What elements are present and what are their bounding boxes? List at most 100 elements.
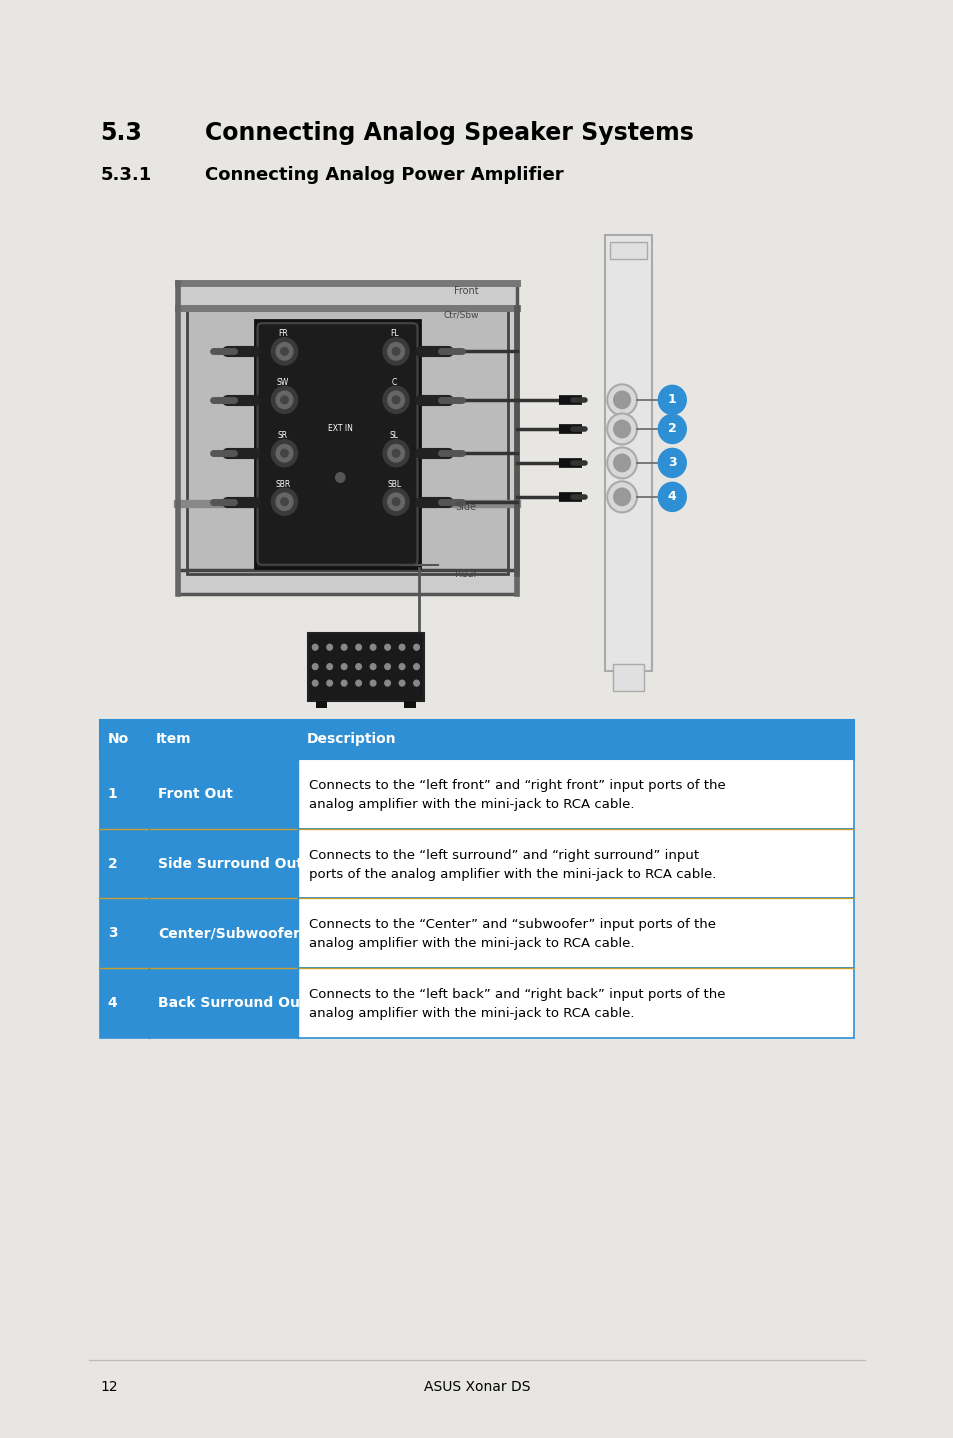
Circle shape — [341, 680, 347, 686]
Circle shape — [355, 644, 361, 650]
Bar — [100, 759, 853, 828]
Bar — [149, 828, 297, 899]
Circle shape — [414, 664, 419, 670]
Bar — [100, 899, 853, 968]
Circle shape — [341, 664, 347, 670]
Text: EXT IN: EXT IN — [328, 424, 353, 433]
Circle shape — [613, 454, 630, 472]
Text: 2: 2 — [667, 423, 676, 436]
Text: Back Surround Out: Back Surround Out — [158, 997, 306, 1011]
Circle shape — [399, 644, 404, 650]
Circle shape — [370, 644, 375, 650]
Circle shape — [392, 498, 399, 506]
Text: 3: 3 — [108, 926, 117, 940]
Circle shape — [387, 391, 404, 408]
Text: analog amplifier with the mini-jack to RCA cable.: analog amplifier with the mini-jack to R… — [309, 1007, 634, 1020]
Text: Connects to the “Center” and “subwoofer” input ports of the: Connects to the “Center” and “subwoofer”… — [309, 919, 715, 932]
Circle shape — [384, 680, 390, 686]
Text: 4: 4 — [108, 997, 117, 1011]
Text: Connecting Analog Power Amplifier: Connecting Analog Power Amplifier — [205, 165, 563, 184]
Circle shape — [613, 391, 630, 408]
Text: Connecting Analog Speaker Systems: Connecting Analog Speaker Systems — [205, 121, 694, 145]
Text: Front: Front — [453, 286, 477, 296]
FancyBboxPatch shape — [404, 700, 416, 709]
Circle shape — [312, 664, 317, 670]
Bar — [100, 828, 853, 899]
Circle shape — [275, 342, 293, 360]
Circle shape — [658, 482, 685, 512]
Circle shape — [414, 644, 419, 650]
Circle shape — [341, 644, 347, 650]
Text: analog amplifier with the mini-jack to RCA cable.: analog amplifier with the mini-jack to R… — [309, 938, 634, 951]
Text: ports of the analog amplifier with the mini-jack to RCA cable.: ports of the analog amplifier with the m… — [309, 867, 716, 880]
Text: SW: SW — [276, 378, 289, 387]
Circle shape — [606, 384, 637, 416]
Text: Connects to the “left back” and “right back” input ports of the: Connects to the “left back” and “right b… — [309, 988, 724, 1001]
Circle shape — [370, 680, 375, 686]
Text: 1: 1 — [667, 394, 676, 407]
Circle shape — [280, 395, 288, 404]
Circle shape — [392, 348, 399, 355]
Bar — [149, 759, 297, 828]
Circle shape — [355, 664, 361, 670]
Bar — [100, 968, 853, 1038]
Circle shape — [387, 342, 404, 360]
Circle shape — [327, 680, 332, 686]
Text: Side: Side — [455, 502, 476, 512]
Circle shape — [280, 498, 288, 506]
Circle shape — [399, 680, 404, 686]
Bar — [100, 720, 853, 759]
Text: Connects to the “left front” and “right front” input ports of the: Connects to the “left front” and “right … — [309, 779, 724, 792]
Circle shape — [606, 447, 637, 479]
Text: Description: Description — [307, 732, 396, 746]
Circle shape — [312, 644, 317, 650]
Text: Rear: Rear — [455, 569, 476, 580]
Bar — [100, 899, 149, 968]
FancyBboxPatch shape — [257, 324, 417, 565]
Bar — [149, 968, 297, 1038]
Circle shape — [384, 664, 390, 670]
Bar — [100, 759, 149, 828]
Bar — [100, 968, 853, 1038]
Circle shape — [658, 449, 685, 477]
Circle shape — [387, 444, 404, 462]
Text: 4: 4 — [667, 490, 676, 503]
Circle shape — [280, 449, 288, 457]
Circle shape — [272, 487, 297, 515]
FancyBboxPatch shape — [315, 700, 327, 709]
Circle shape — [387, 493, 404, 510]
Circle shape — [370, 664, 375, 670]
Circle shape — [355, 680, 361, 686]
Text: Front Out: Front Out — [158, 787, 233, 801]
FancyBboxPatch shape — [609, 242, 646, 259]
Text: SL: SL — [390, 431, 398, 440]
Bar — [100, 720, 853, 759]
Circle shape — [606, 482, 637, 512]
Circle shape — [392, 449, 399, 457]
Text: FL: FL — [390, 329, 398, 338]
Text: SBR: SBR — [274, 480, 290, 489]
FancyBboxPatch shape — [308, 633, 423, 700]
Circle shape — [414, 680, 419, 686]
Bar — [100, 968, 149, 1038]
Circle shape — [613, 420, 630, 437]
Circle shape — [384, 644, 390, 650]
Text: SR: SR — [277, 431, 288, 440]
Text: Item: Item — [156, 732, 192, 746]
Circle shape — [606, 414, 637, 444]
Bar — [100, 899, 853, 968]
Bar — [100, 828, 853, 899]
Circle shape — [327, 664, 332, 670]
FancyBboxPatch shape — [177, 283, 517, 594]
FancyBboxPatch shape — [605, 234, 651, 672]
Text: analog amplifier with the mini-jack to RCA cable.: analog amplifier with the mini-jack to R… — [309, 798, 634, 811]
Circle shape — [275, 444, 293, 462]
Text: Ctr/Sbw: Ctr/Sbw — [443, 311, 478, 321]
Text: Center/Subwoofer: Center/Subwoofer — [158, 926, 299, 940]
Text: No: No — [108, 732, 129, 746]
Text: 2: 2 — [108, 857, 117, 870]
FancyBboxPatch shape — [612, 664, 643, 690]
Text: 5.3: 5.3 — [100, 121, 142, 145]
Circle shape — [383, 440, 409, 467]
Circle shape — [383, 338, 409, 365]
